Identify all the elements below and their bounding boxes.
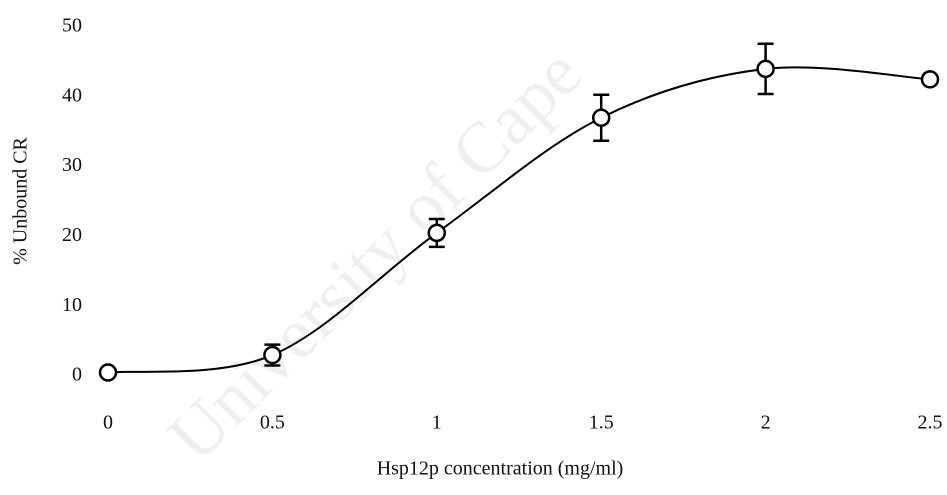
x-tick-label: 2	[761, 412, 771, 434]
point	[591, 108, 611, 127]
x-tick-label: 1	[432, 412, 442, 434]
y-tick-label: 10	[62, 294, 82, 316]
x-axis-label: Hsp12p concentration (mg/ml)	[377, 458, 624, 480]
y-axis-label: % Unbound CR	[10, 136, 32, 264]
y-tick-label: 40	[62, 84, 82, 106]
x-tick-label: 1.5	[589, 412, 614, 434]
point	[98, 363, 118, 382]
y-tick-label: 20	[62, 224, 82, 246]
y-tick-label: 30	[62, 154, 82, 176]
point	[756, 59, 775, 79]
x-tick-label: 0	[103, 412, 113, 434]
point	[263, 345, 282, 365]
point	[920, 70, 940, 89]
watermark: University of Cape	[153, 33, 597, 477]
x-tick-label: 2.5	[918, 412, 943, 434]
y-tick-label: 0	[72, 364, 82, 386]
point	[427, 223, 447, 243]
y-tick-label: 50	[62, 15, 82, 37]
x-tick-label: 0.5	[260, 412, 285, 434]
